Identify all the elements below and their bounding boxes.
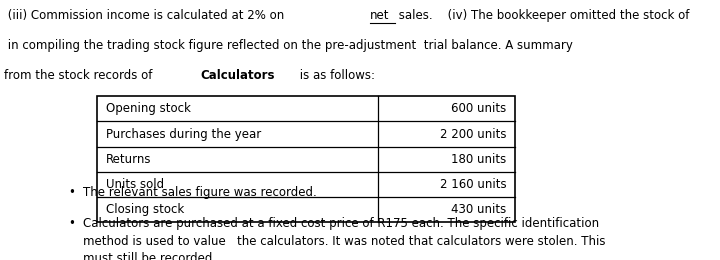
- Bar: [97, 96, 515, 222]
- Text: sales.    (iv) The bookkeeper omitted the stock of: sales. (iv) The bookkeeper omitted the s…: [395, 9, 693, 22]
- Text: 430 units: 430 units: [451, 203, 506, 216]
- Text: Purchases during the year: Purchases during the year: [106, 127, 261, 140]
- Text: 600 units: 600 units: [451, 102, 506, 115]
- Text: 180 units: 180 units: [451, 153, 506, 166]
- Text: Returns: Returns: [106, 153, 151, 166]
- Text: from the stock records of: from the stock records of: [4, 69, 156, 82]
- Text: 2 160 units: 2 160 units: [439, 178, 506, 191]
- Text: Closing stock: Closing stock: [106, 203, 184, 216]
- Text: Calculators: Calculators: [200, 69, 274, 82]
- Text: The relevant sales figure was recorded.: The relevant sales figure was recorded.: [83, 186, 317, 199]
- Text: Opening stock: Opening stock: [106, 102, 191, 115]
- Text: •: •: [68, 217, 76, 230]
- Text: 2 200 units: 2 200 units: [440, 127, 506, 140]
- Text: Units sold: Units sold: [106, 178, 164, 191]
- Text: Calculators are purchased at a fixed cost price of R175 each. The specific ident: Calculators are purchased at a fixed cos…: [83, 217, 606, 260]
- Text: •: •: [68, 186, 76, 199]
- Text: (iii) Commission income is calculated at 2% on: (iii) Commission income is calculated at…: [4, 9, 287, 22]
- Text: is as follows:: is as follows:: [296, 69, 375, 82]
- Text: in compiling the trading stock figure reflected on the pre-adjustment  trial bal: in compiling the trading stock figure re…: [4, 39, 572, 52]
- Text: net: net: [370, 9, 390, 22]
